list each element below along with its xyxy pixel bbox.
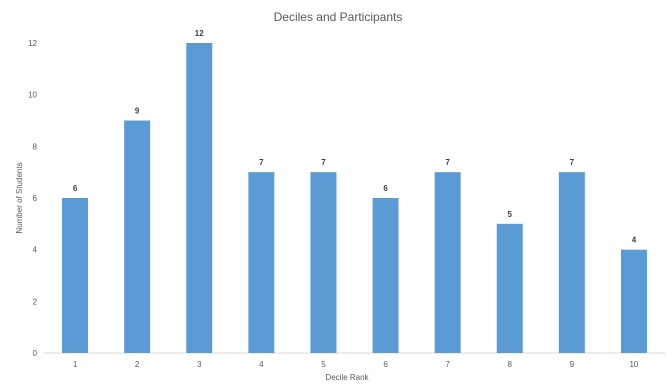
x-axis-title: Decile Rank — [325, 373, 369, 382]
y-tick-label: 8 — [33, 142, 38, 151]
plot-area: 0 2 4 6 8 10 12 6 1 9 2 12 3 7 4 7 5 6 6 7 7 5 8 7 9 4 10 — [28, 29, 647, 369]
bar-decile-9 — [558, 172, 585, 353]
bar-decile-5 — [310, 172, 337, 353]
data-label: 12 — [195, 29, 204, 38]
x-tick-label: 10 — [629, 360, 638, 369]
x-tick-label: 3 — [197, 360, 202, 369]
y-tick-label: 10 — [28, 91, 37, 100]
x-tick-label: 4 — [259, 360, 264, 369]
y-axis-title: Number of Students — [15, 162, 24, 233]
data-label: 7 — [570, 158, 575, 167]
data-label: 7 — [445, 158, 450, 167]
y-tick-label: 4 — [33, 246, 38, 255]
data-label: 7 — [321, 158, 326, 167]
bar-decile-6 — [372, 198, 399, 353]
data-label: 9 — [135, 107, 140, 116]
x-tick-label: 6 — [383, 360, 388, 369]
x-tick-label: 2 — [135, 360, 140, 369]
bar-decile-8 — [496, 223, 523, 353]
x-tick-label: 8 — [508, 360, 513, 369]
y-tick-label: 6 — [33, 194, 38, 203]
bar-decile-1 — [62, 198, 89, 353]
x-tick-label: 1 — [73, 360, 78, 369]
chart-title: Deciles and Participants — [274, 10, 403, 24]
data-label: 6 — [73, 184, 78, 193]
data-label: 7 — [259, 158, 264, 167]
data-label: 5 — [508, 210, 513, 219]
data-label: 4 — [632, 236, 637, 245]
y-tick-label: 2 — [33, 297, 38, 306]
y-tick-label: 0 — [33, 349, 38, 358]
x-tick-label: 9 — [570, 360, 575, 369]
y-tick-label: 12 — [28, 39, 37, 48]
bar-decile-2 — [124, 120, 151, 353]
bar-decile-4 — [248, 172, 275, 353]
x-tick-label: 7 — [445, 360, 450, 369]
bar-decile-3 — [186, 43, 213, 353]
x-tick-label: 5 — [321, 360, 326, 369]
bar-decile-7 — [434, 172, 461, 353]
data-label: 6 — [383, 184, 388, 193]
bar-decile-10 — [620, 249, 647, 353]
